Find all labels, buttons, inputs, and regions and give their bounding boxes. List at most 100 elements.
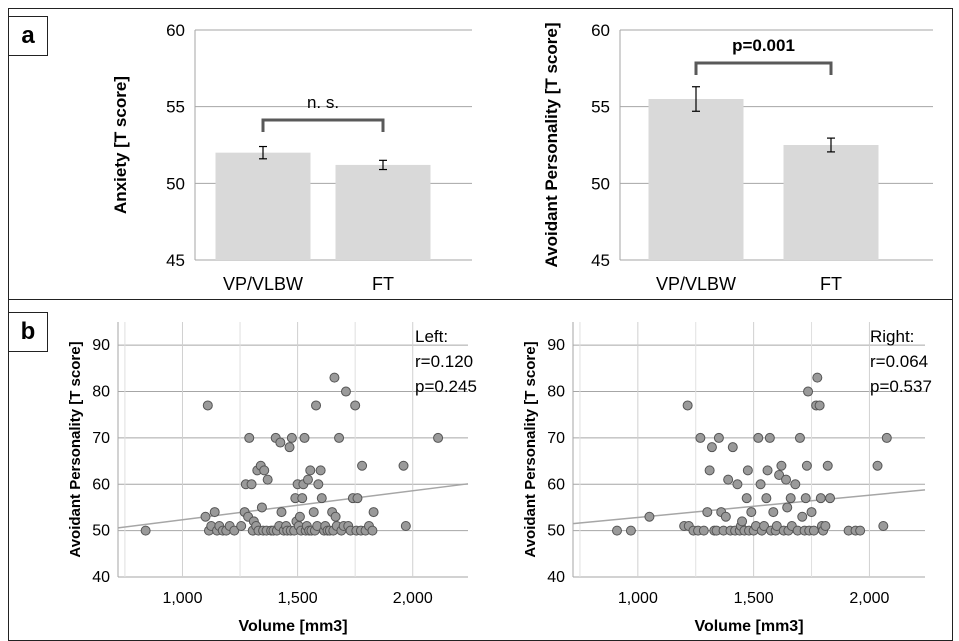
x-tick-label: 1,500 <box>734 590 774 607</box>
y-axis-title: Avoidant Personality [T score] <box>522 341 539 557</box>
data-point <box>200 511 211 522</box>
data-point <box>803 386 814 397</box>
data-point <box>764 432 775 443</box>
trend-line <box>117 483 469 529</box>
data-point <box>367 525 378 536</box>
x-category-label: FT <box>820 274 842 294</box>
data-point <box>357 460 368 471</box>
stat-annotation: p=0.537 <box>870 377 932 396</box>
data-point <box>625 525 636 536</box>
data-point <box>246 479 257 490</box>
data-point <box>755 479 766 490</box>
x-tick-label: 1,000 <box>618 590 658 607</box>
data-point <box>785 493 796 504</box>
panel-b-label: b <box>8 312 48 352</box>
bar <box>648 99 744 260</box>
data-point <box>316 493 327 504</box>
data-point <box>398 460 409 471</box>
x-tick-label: 1,000 <box>162 590 202 607</box>
data-point <box>244 432 255 443</box>
stat-annotation: p=0.245 <box>415 377 477 396</box>
y-axis-title: Avoidant Personality [T score] <box>542 23 561 268</box>
data-point <box>723 474 734 485</box>
data-point <box>302 474 313 485</box>
data-point <box>315 465 326 476</box>
data-point <box>732 479 743 490</box>
data-point <box>797 511 808 522</box>
data-point <box>350 400 361 411</box>
y-tick-label: 60 <box>591 21 610 40</box>
significance-label: p=0.001 <box>732 36 795 55</box>
bar <box>783 145 879 260</box>
data-point <box>782 502 793 513</box>
y-tick-label: 40 <box>547 569 565 586</box>
data-point <box>262 474 273 485</box>
data-point <box>294 511 305 522</box>
data-point <box>311 400 322 411</box>
data-point <box>340 386 351 397</box>
significance-bracket <box>261 118 385 132</box>
data-point <box>334 432 345 443</box>
y-tick-label: 40 <box>92 569 110 586</box>
data-point <box>329 372 340 383</box>
x-category-label: FT <box>372 274 394 294</box>
data-point <box>140 525 151 536</box>
data-point <box>762 465 773 476</box>
data-point <box>746 507 757 518</box>
data-point <box>781 474 792 485</box>
data-point <box>720 511 731 522</box>
data-point <box>400 521 411 531</box>
data-point <box>368 507 379 518</box>
data-point <box>825 493 836 504</box>
anxiety-bar-chart: 45 50 55 60 VP/VLBW FT n. s. Anxiety [T score] <box>111 21 472 294</box>
stat-annotation: Right: <box>870 327 914 346</box>
x-tick-label: 2,000 <box>849 590 889 607</box>
data-point <box>229 525 240 536</box>
y-tick-label: 50 <box>547 523 565 540</box>
data-point <box>806 507 817 518</box>
data-point <box>284 442 295 453</box>
data-point <box>768 507 779 518</box>
data-point <box>702 507 713 518</box>
y-tick-label: 45 <box>591 251 610 270</box>
y-axis-title: Anxiety [T score] <box>111 76 130 214</box>
y-tick-label: 70 <box>547 430 565 447</box>
trend-line <box>572 489 926 525</box>
data-point <box>872 460 883 471</box>
data-point <box>286 432 297 443</box>
x-axis-title: Volume [mm3] <box>694 618 803 635</box>
y-tick-label: 60 <box>92 476 110 493</box>
data-point <box>820 521 831 531</box>
data-point <box>713 432 724 443</box>
data-point <box>727 442 738 453</box>
bar <box>335 164 431 260</box>
data-point <box>256 502 267 513</box>
data-point <box>776 460 787 471</box>
data-point <box>276 507 287 518</box>
data-point <box>814 400 825 411</box>
data-point <box>771 521 782 531</box>
y-tick-label: 80 <box>547 384 565 401</box>
left-volume-scatter: 40 50 60 70 80 90 1,000 1,500 2,000 Left: r=0.120 p… <box>67 322 477 635</box>
data-point <box>275 437 286 448</box>
data-point <box>612 525 622 536</box>
stat-annotation: Left: <box>415 327 448 346</box>
x-axis-title: Volume [mm3] <box>238 618 347 635</box>
data-point <box>878 521 889 531</box>
data-point <box>704 465 715 476</box>
y-tick-label: 55 <box>591 98 610 117</box>
data-point <box>812 372 823 383</box>
data-point <box>815 493 826 504</box>
y-tick-label: 80 <box>92 384 110 401</box>
stat-annotation: r=0.064 <box>870 352 928 371</box>
data-point <box>695 432 706 443</box>
significance-label: n. s. <box>307 93 339 112</box>
data-point <box>259 465 270 476</box>
data-point <box>822 460 833 471</box>
data-point <box>794 432 805 443</box>
data-point <box>644 511 655 522</box>
data-point <box>759 521 770 531</box>
data-point <box>330 511 341 522</box>
y-tick-label: 90 <box>92 337 110 354</box>
bar <box>215 152 311 260</box>
